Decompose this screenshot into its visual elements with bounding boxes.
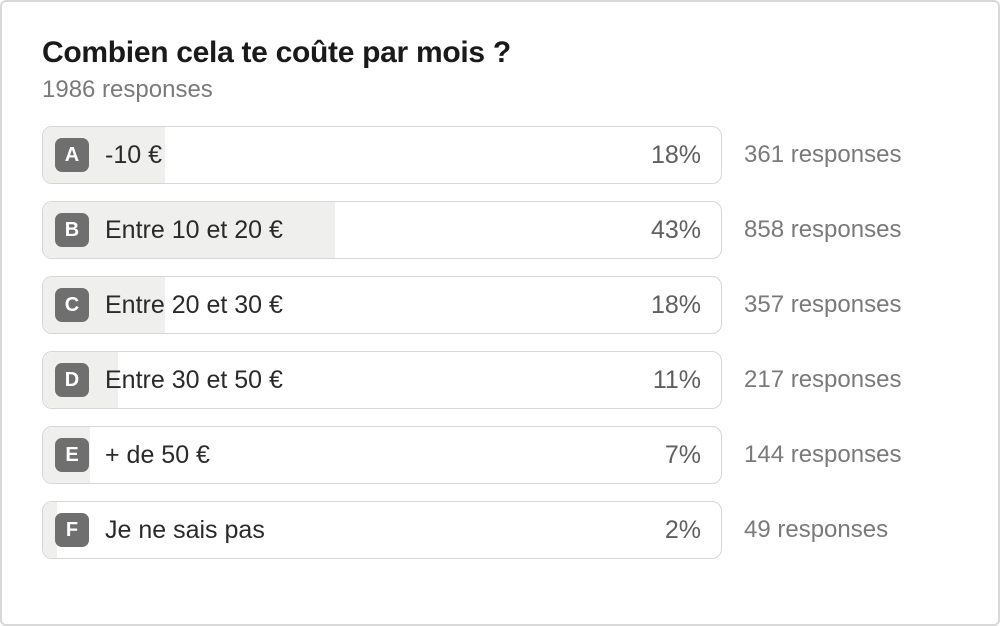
- option-letter-badge: A: [55, 138, 89, 172]
- option-response-count: 858 responses: [744, 216, 901, 244]
- option-bar[interactable]: D Entre 30 et 50 € 11%: [42, 351, 722, 409]
- option-bar-content: F Je ne sais pas 2%: [43, 502, 721, 558]
- option-label: -10 €: [105, 141, 651, 170]
- option-percent: 2%: [665, 516, 701, 545]
- option-response-count: 217 responses: [744, 366, 901, 394]
- option-percent: 18%: [651, 291, 701, 320]
- option-bar[interactable]: B Entre 10 et 20 € 43%: [42, 201, 722, 259]
- total-responses: 1986 responses: [42, 76, 958, 104]
- option-response-count: 361 responses: [744, 141, 901, 169]
- option-row: E + de 50 € 7% 144 responses: [42, 426, 958, 484]
- option-percent: 7%: [665, 441, 701, 470]
- option-row: A -10 € 18% 361 responses: [42, 126, 958, 184]
- option-label: Entre 30 et 50 €: [105, 366, 653, 395]
- option-bar-content: C Entre 20 et 30 € 18%: [43, 277, 721, 333]
- option-response-count: 144 responses: [744, 441, 901, 469]
- option-letter-badge: E: [55, 438, 89, 472]
- option-bar[interactable]: F Je ne sais pas 2%: [42, 501, 722, 559]
- option-row: B Entre 10 et 20 € 43% 858 responses: [42, 201, 958, 259]
- option-row: D Entre 30 et 50 € 11% 217 responses: [42, 351, 958, 409]
- option-response-count: 49 responses: [744, 516, 888, 544]
- option-row: F Je ne sais pas 2% 49 responses: [42, 501, 958, 559]
- option-response-count: 357 responses: [744, 291, 901, 319]
- option-letter-badge: D: [55, 363, 89, 397]
- option-bar[interactable]: A -10 € 18%: [42, 126, 722, 184]
- option-label: Entre 10 et 20 €: [105, 216, 651, 245]
- option-label: Entre 20 et 30 €: [105, 291, 651, 320]
- option-bar-content: B Entre 10 et 20 € 43%: [43, 202, 721, 258]
- question-title: Combien cela te coûte par mois ?: [42, 36, 958, 70]
- option-letter-badge: B: [55, 213, 89, 247]
- options-list: A -10 € 18% 361 responses B Entre 10 et …: [42, 126, 958, 559]
- survey-results-card: Combien cela te coûte par mois ? 1986 re…: [0, 0, 1000, 626]
- option-percent: 11%: [653, 366, 701, 395]
- option-bar-content: A -10 € 18%: [43, 127, 721, 183]
- option-bar[interactable]: C Entre 20 et 30 € 18%: [42, 276, 722, 334]
- option-bar-content: D Entre 30 et 50 € 11%: [43, 352, 721, 408]
- option-row: C Entre 20 et 30 € 18% 357 responses: [42, 276, 958, 334]
- option-label: + de 50 €: [105, 441, 665, 470]
- option-percent: 43%: [651, 216, 701, 245]
- option-bar[interactable]: E + de 50 € 7%: [42, 426, 722, 484]
- option-letter-badge: F: [55, 513, 89, 547]
- option-percent: 18%: [651, 141, 701, 170]
- option-letter-badge: C: [55, 288, 89, 322]
- option-bar-content: E + de 50 € 7%: [43, 427, 721, 483]
- option-label: Je ne sais pas: [105, 516, 665, 545]
